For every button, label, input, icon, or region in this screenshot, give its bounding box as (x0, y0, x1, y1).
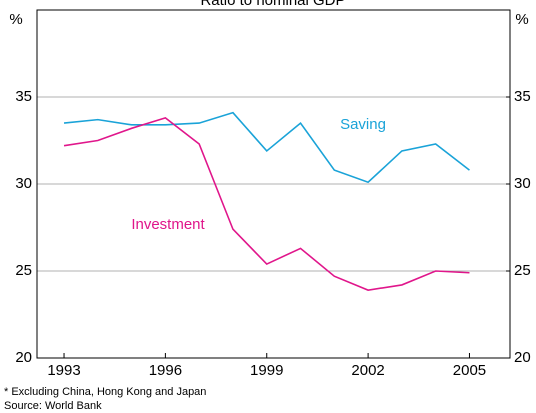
y2-tick-label: 30 (514, 175, 531, 192)
x-tick-label: 1993 (47, 362, 80, 379)
y2-tick-label: 35 (514, 88, 531, 105)
series-line (63, 111, 470, 184)
plot-frame (36, 9, 511, 359)
x-tick-label: 2005 (453, 362, 486, 379)
y-tick-label: 25 (15, 262, 32, 279)
x-tick-label: 1999 (250, 362, 283, 379)
chart-title: Ratio to nominal GDP (200, 0, 345, 9)
x-tick-label: 2002 (351, 362, 384, 379)
y2-tick-label: 25 (514, 262, 531, 279)
y-tick-label: 20 (15, 349, 32, 366)
y-axis-label: % (9, 11, 22, 28)
series-line (63, 116, 470, 291)
y2-tick-label: 20 (514, 349, 531, 366)
series-label: Investment (131, 216, 205, 233)
x-tick-label: 1996 (149, 362, 182, 379)
y-tick-label: 30 (15, 175, 32, 192)
footnote: * Excluding China, Hong Kong and Japan (4, 386, 206, 398)
series-label: Saving (340, 116, 386, 133)
source: Source: World Bank (4, 400, 102, 412)
y-tick-label: 35 (15, 88, 32, 105)
y2-axis-label: % (515, 11, 528, 28)
